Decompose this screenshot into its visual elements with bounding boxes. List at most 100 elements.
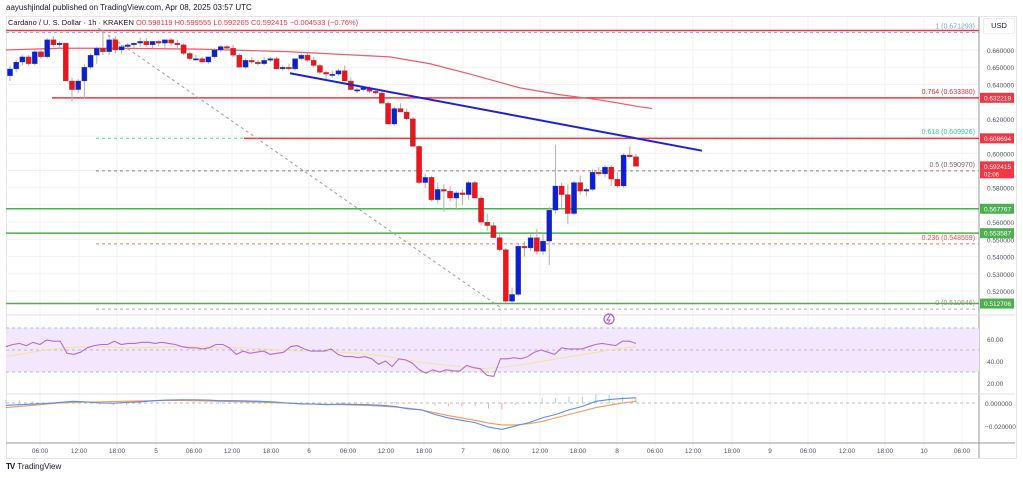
time-axis-tick: 12:00 [224,448,241,455]
price-axis-tick: 0.550000 [987,237,1014,244]
candle-down [168,39,174,44]
symbol-title: Cardano / U. S. Dollar · 1h · KRAKEN [8,18,134,27]
price-axis-tick: 0.600000 [987,151,1014,158]
candle-up [540,240,546,252]
candle-up [589,172,596,190]
candle-down [323,72,329,75]
candle-down [38,51,44,58]
time-axis-tick: 18:00 [724,448,741,455]
price-axis-tick: 0.620000 [987,117,1014,124]
candle-up [279,67,286,70]
price-label-badge [980,228,1014,239]
candle-down [428,177,435,200]
time-axis-tick: 8 [615,448,619,455]
moving-average-line [5,47,653,110]
bearish-trendline [289,72,703,152]
candle-down [521,246,528,249]
candle-down [416,146,422,183]
candle-down [484,221,490,226]
candle-up [465,182,472,195]
candle-up [7,68,13,76]
time-axis-tick: 06:00 [186,448,203,455]
time-axis-tick: 18:00 [263,448,280,455]
candle-up [19,56,26,63]
rsi-axis-tick: 60.00 [987,337,1004,344]
candle-down [310,60,317,66]
candle-up [354,89,360,92]
candle-down [236,55,243,68]
candle-down [112,39,119,51]
candle-up [292,58,298,70]
candle-down [186,53,193,59]
time-axis-tick: 18:00 [109,448,126,455]
price-axis-tick: 0.530000 [987,272,1014,279]
tradingview-logo-icon: TV [6,462,15,471]
price-label-value: 0.632219 [984,95,1011,102]
candle-up [335,70,342,75]
candle-up [602,166,608,175]
candle-up [329,73,336,76]
candle-up [453,192,460,199]
time-axis-tick: 12:00 [532,448,549,455]
time-axis-tick: 5 [154,448,158,455]
candle-down [372,91,379,94]
candle-up [391,108,398,125]
candle-up [125,44,131,47]
rsi-axis-tick: 40.00 [987,359,1004,366]
candle-up [211,49,218,58]
candle-up [131,42,137,45]
chart-frame[interactable] [6,16,1017,459]
time-axis-tick: 12:00 [839,448,856,455]
candle-down [273,58,280,70]
price-label-badge [980,161,1014,179]
candle-down [248,60,255,63]
candle-down [317,65,323,73]
candle-up [515,246,521,295]
candle-down [441,189,447,192]
ohlc-change: −0.004533 (−0.76%) [289,18,359,27]
candle-down [341,70,348,82]
candle-up [32,51,38,64]
candle-down [565,194,571,214]
candle-up [422,177,429,183]
candle-down [180,44,187,54]
candle-down [577,182,583,192]
price-axis-tick: 0.580000 [987,186,1014,193]
time-axis-tick: 18:00 [877,448,894,455]
price-label-value: 0.512706 [984,301,1011,308]
price-axis-tick: 0.650000 [987,65,1014,72]
price-label-value: 0.608694 [984,136,1011,143]
candle-down [174,42,181,45]
brand-label: TradingView [17,462,62,471]
candle-up [509,294,515,302]
candle-down [385,103,391,125]
fib-level-label: 0.618 (0.609926) [922,129,975,136]
time-axis-tick: 9 [768,448,772,455]
candle-down [397,108,404,113]
price-label-badge [980,92,1014,103]
currency-button[interactable]: USD [983,18,1015,34]
price-label-badge [980,298,1014,309]
candle-down [304,55,311,61]
candle-up [205,56,212,63]
candle-up [149,41,156,45]
time-axis-tick: 12:00 [71,448,88,455]
candle-up [106,39,112,52]
candle-down [503,249,509,302]
candle-up [137,41,143,44]
fib-level-label: 1 (0.671293) [935,24,975,31]
tradingview-brand[interactable]: TV TradingView [6,462,61,471]
time-axis-tick: 06:00 [954,448,971,455]
candle-up [56,42,63,45]
candle-down [230,48,236,56]
event-lightning-icon [603,313,615,325]
candle-down [608,166,614,180]
candle-down [614,178,621,187]
time-axis-tick: 6 [307,448,311,455]
candle-up [434,189,441,200]
candles [7,29,639,304]
time-axis-tick: 06:00 [340,448,357,455]
candle-up [75,80,81,90]
price-axis-tick: 0.640000 [987,82,1014,89]
